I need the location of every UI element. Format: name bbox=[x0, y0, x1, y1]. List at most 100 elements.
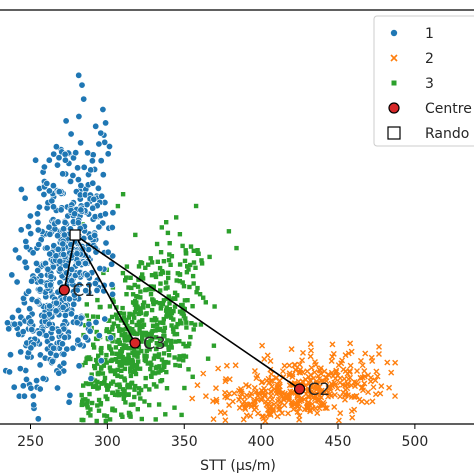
data-point-3 bbox=[148, 256, 153, 261]
data-point-3 bbox=[136, 391, 142, 396]
data-point-1 bbox=[107, 334, 115, 342]
data-point-3 bbox=[107, 304, 113, 309]
data-point-stroke bbox=[308, 393, 315, 400]
data-point-1 bbox=[93, 286, 101, 294]
legend-label: 2 bbox=[425, 51, 434, 67]
data-point-2 bbox=[359, 362, 366, 369]
data-point-1 bbox=[8, 271, 16, 279]
data-point-stroke bbox=[299, 349, 306, 356]
data-point-stroke bbox=[245, 383, 252, 390]
data-point-1 bbox=[46, 302, 54, 310]
legend: 1 2 3 Centre Rando bbox=[373, 15, 474, 147]
data-point-2 bbox=[286, 370, 293, 377]
data-point-3 bbox=[161, 329, 167, 334]
data-point-3 bbox=[149, 332, 154, 337]
data-point-3 bbox=[157, 301, 163, 306]
data-point-stroke bbox=[342, 352, 349, 359]
centre-label-c2: C2 bbox=[308, 380, 331, 400]
data-point-1 bbox=[97, 357, 105, 365]
data-point-3 bbox=[164, 314, 169, 319]
data-point-3 bbox=[155, 259, 160, 264]
data-point-2 bbox=[261, 355, 268, 362]
data-point-3 bbox=[147, 347, 152, 352]
data-point-stroke bbox=[305, 399, 312, 406]
data-point-3 bbox=[113, 312, 119, 317]
data-point-3 bbox=[115, 316, 120, 321]
data-point-stroke bbox=[329, 341, 336, 348]
data-point-stroke bbox=[213, 398, 220, 405]
data-point-2 bbox=[213, 398, 220, 405]
data-point-3 bbox=[175, 321, 180, 327]
data-point-stroke bbox=[271, 401, 278, 408]
data-point-3 bbox=[140, 302, 146, 308]
data-point-1 bbox=[60, 231, 68, 239]
data-point-3 bbox=[153, 417, 158, 422]
data-point-1 bbox=[109, 209, 117, 217]
data-point-3 bbox=[153, 300, 159, 305]
data-point-stroke bbox=[285, 410, 292, 417]
data-point-1 bbox=[97, 129, 105, 137]
data-point-stroke bbox=[323, 377, 330, 384]
data-point-3 bbox=[136, 277, 141, 282]
data-point-2 bbox=[341, 396, 348, 403]
data-point-3 bbox=[171, 329, 176, 334]
data-point-1 bbox=[15, 254, 23, 262]
data-point-2 bbox=[331, 391, 338, 398]
data-point-stroke bbox=[327, 390, 334, 397]
data-point-3 bbox=[95, 361, 100, 366]
data-point-2 bbox=[226, 402, 233, 409]
data-point-3 bbox=[122, 366, 128, 372]
data-point-3 bbox=[154, 364, 159, 370]
data-point-3 bbox=[102, 413, 107, 418]
data-point-1 bbox=[56, 257, 64, 265]
data-point-2 bbox=[271, 401, 278, 408]
data-point-stroke bbox=[312, 361, 319, 368]
data-point-3 bbox=[115, 373, 120, 378]
data-point-stroke bbox=[200, 370, 207, 377]
data-point-3 bbox=[87, 391, 92, 397]
line-random-to-c1 bbox=[63, 234, 76, 291]
data-point-1 bbox=[91, 279, 99, 287]
data-point-stroke bbox=[248, 403, 255, 410]
data-point-3 bbox=[156, 402, 162, 407]
data-point-stroke bbox=[348, 382, 355, 389]
data-point-3 bbox=[138, 387, 144, 393]
data-point-3 bbox=[107, 329, 112, 335]
data-point-stroke bbox=[273, 374, 280, 381]
data-point-1 bbox=[26, 212, 34, 220]
data-point-2 bbox=[372, 391, 379, 398]
data-point-3 bbox=[149, 337, 155, 342]
data-point-1 bbox=[99, 171, 107, 179]
data-point-stroke bbox=[261, 355, 268, 362]
data-point-1 bbox=[69, 344, 77, 352]
data-point-1 bbox=[95, 140, 103, 148]
data-point-3 bbox=[134, 353, 139, 358]
data-point-3 bbox=[152, 371, 158, 376]
data-point-stroke bbox=[351, 406, 358, 413]
data-point-stroke bbox=[311, 369, 318, 376]
data-point-2 bbox=[323, 405, 330, 412]
data-point-3 bbox=[141, 305, 146, 310]
data-point-3 bbox=[104, 414, 110, 419]
data-point-3 bbox=[154, 317, 159, 322]
data-point-1 bbox=[40, 312, 48, 320]
data-point-3 bbox=[117, 328, 122, 333]
data-point-1 bbox=[43, 244, 51, 252]
data-point-3 bbox=[122, 338, 128, 343]
data-point-stroke bbox=[354, 368, 361, 375]
data-point-3 bbox=[126, 315, 132, 320]
data-point-2 bbox=[388, 369, 395, 376]
data-point-3 bbox=[98, 402, 103, 407]
x-tick-label: 400 bbox=[248, 434, 275, 450]
data-point-stroke bbox=[386, 384, 393, 391]
data-point-1 bbox=[34, 218, 42, 226]
data-point-1 bbox=[15, 306, 23, 314]
data-point-1 bbox=[75, 113, 83, 121]
data-point-3 bbox=[163, 308, 169, 313]
data-point-3 bbox=[120, 354, 125, 360]
data-point-3 bbox=[181, 341, 186, 347]
legend-marker bbox=[387, 126, 401, 140]
data-point-1 bbox=[48, 325, 56, 333]
data-point-3 bbox=[234, 245, 239, 251]
data-point-stroke bbox=[296, 416, 303, 423]
